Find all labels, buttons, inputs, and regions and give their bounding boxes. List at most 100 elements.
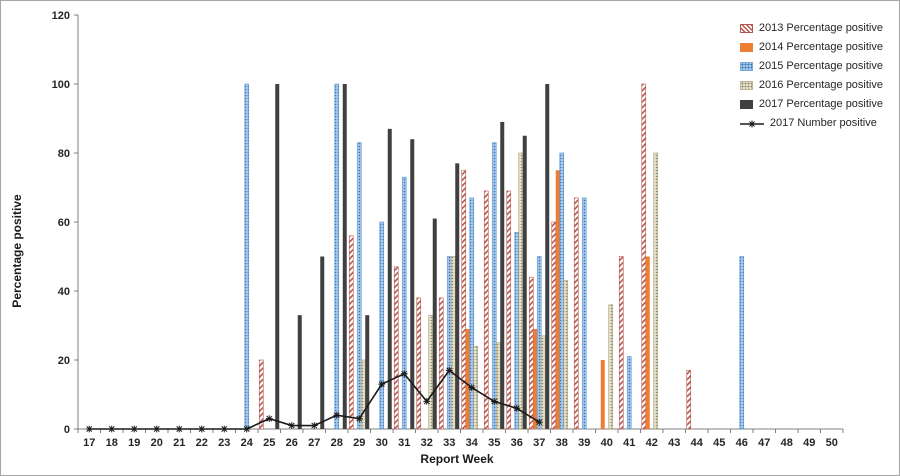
bar [533,328,538,429]
line-series-group [85,366,543,433]
x-tick-label: 36 [511,437,523,449]
legend-swatch-2016-icon [739,81,753,90]
bar [393,266,399,430]
legend-item-2015: 2015 Percentage positive [739,60,883,72]
bar [500,121,505,429]
line-marker [310,422,318,429]
bar [455,163,460,429]
bar [320,256,325,429]
x-tick-label: 47 [758,437,770,449]
line-marker [175,425,183,433]
line-marker [243,425,251,433]
line-marker [400,370,408,378]
legend-item-2016: 2016 Percentage positive [739,79,883,91]
bar [563,280,569,430]
line-marker [153,425,161,433]
line-marker [490,398,498,405]
x-tick-label: 44 [691,437,704,449]
bar [626,356,632,430]
line-marker [130,425,138,433]
bar [522,135,527,429]
legend: 2013 Percentage positive 2014 Percentage… [739,22,883,129]
bar [450,256,456,430]
bar [483,190,489,430]
legend-label-2014: 2014 Percentage positive [758,41,883,53]
bar [348,235,354,430]
bar [387,128,392,429]
x-tick-label: 48 [781,437,793,449]
bar [365,315,370,429]
x-tick-label: 20 [151,437,163,449]
line-marker [220,425,228,433]
bar [342,84,347,429]
legend-swatch-2014-icon [739,43,753,52]
line-marker [108,425,116,433]
bar [739,256,745,430]
y-tick-label: 80 [58,148,70,160]
x-tick-label: 30 [376,437,388,449]
x-tick-label: 43 [668,437,680,449]
x-tick-label: 42 [646,437,658,449]
bar [495,342,501,430]
bar [258,359,264,430]
bar [465,328,470,429]
bar [356,142,362,430]
bar [581,197,587,430]
bar [551,221,557,430]
line-marker [355,415,363,423]
bar [536,256,542,430]
bar [573,197,579,430]
bar [244,83,250,430]
x-axis-title: Report Week [420,452,493,466]
line-marker [378,380,386,388]
bar [275,84,280,429]
x-tick-label: 32 [421,437,433,449]
bar [518,152,524,430]
line-marker [513,404,521,412]
bar [297,315,302,429]
bar [438,297,444,430]
bar [506,190,512,430]
line-marker [85,425,93,433]
x-tick-label: 40 [601,437,613,449]
legend-label-2016: 2016 Percentage positive [758,79,883,91]
x-tick-label: 17 [83,437,95,449]
bar [416,297,422,430]
x-tick-label: 41 [623,437,635,449]
bar [608,304,614,430]
x-tick-label: 22 [196,437,208,449]
bar [641,83,647,430]
bar [410,139,415,429]
bar [600,360,605,429]
x-tick-label: 28 [331,437,343,449]
legend-label-2017-line: 2017 Number positive [769,117,877,129]
x-tick-label: 45 [713,437,725,449]
bar [379,221,385,430]
y-tick-label: 60 [58,217,70,229]
line-marker [288,422,296,429]
bar [540,335,546,430]
x-tick-label: 49 [803,437,815,449]
bar [469,197,475,430]
x-tick-label: 35 [488,437,500,449]
x-tick-label: 46 [736,437,748,449]
bar [545,84,550,429]
legend-item-2017-line: 2017 Number positive [739,117,883,129]
x-tick-label: 39 [578,437,590,449]
legend-label-2015: 2015 Percentage positive [758,60,883,72]
bar [491,142,497,430]
bar [461,169,467,430]
bar-series-group [244,83,745,430]
legend-item-2017: 2017 Percentage positive [739,99,883,110]
bar [401,176,407,430]
bar [528,276,534,430]
legend-label-2013: 2013 Percentage positive [758,22,883,34]
legend-swatch-2017-icon [739,100,753,109]
x-tick-label: 25 [263,437,275,449]
bar [446,256,452,430]
legend-item-2013: 2013 Percentage positive [739,22,883,34]
y-tick-label: 40 [58,286,70,298]
legend-swatch-2015-icon [739,62,753,71]
